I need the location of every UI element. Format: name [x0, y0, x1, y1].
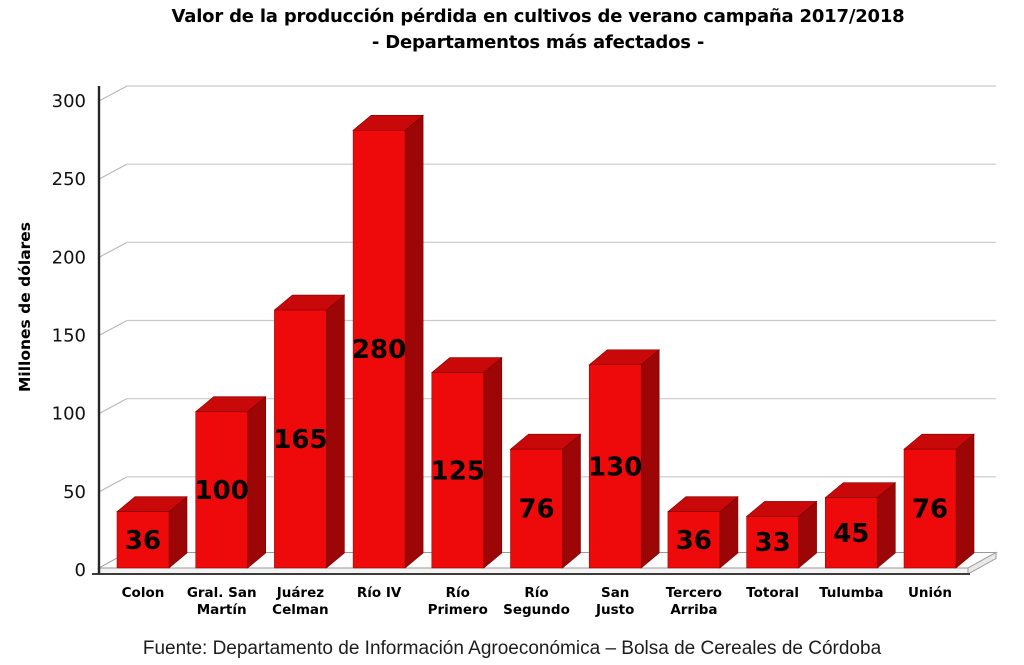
x-category-label: Río — [446, 585, 470, 601]
y-tick-label: 150 — [52, 326, 86, 347]
bar — [510, 448, 563, 569]
source-note: Fuente: Departamento de Información Agro… — [142, 638, 882, 659]
y-tick-mark — [98, 85, 128, 102]
bar-side-face — [326, 294, 345, 569]
chart-title: Valor de la producción pérdida en cultiv… — [171, 6, 905, 27]
bar — [116, 511, 170, 569]
x-category-label: Martín — [197, 602, 247, 618]
bar-side-face — [483, 356, 503, 569]
y-tick-mark — [98, 476, 128, 493]
x-category-label: Celman — [272, 602, 328, 618]
bar-value-label: 130 — [588, 452, 642, 482]
bar — [825, 497, 878, 569]
y-tick-label: 200 — [52, 247, 86, 268]
x-category-label: Arriba — [670, 602, 717, 618]
bar — [431, 372, 485, 569]
x-category-label: San — [601, 585, 629, 601]
chart-subtitle: - Departamentos más afectados - — [371, 32, 705, 53]
x-category-label: Juárez — [276, 585, 325, 601]
bar-value-label: 33 — [755, 528, 791, 558]
x-category-label: Tulumba — [819, 585, 883, 601]
x-category-label: Río IV — [357, 585, 402, 601]
bar-value-label: 36 — [125, 526, 161, 556]
y-tick-mark — [98, 320, 128, 336]
bar — [195, 411, 248, 569]
bar-value-label: 125 — [431, 456, 485, 486]
y-tick-label: 0 — [75, 560, 86, 581]
bar — [903, 448, 957, 569]
y-tick-mark — [98, 398, 128, 415]
bar-side-face — [247, 396, 266, 569]
bar-side-face — [640, 349, 660, 569]
bar-value-label: 45 — [833, 519, 869, 549]
bar — [274, 309, 327, 569]
bar — [352, 130, 406, 569]
chart-title-block: Valor de la producción pérdida en cultiv… — [52, 4, 1024, 56]
bar — [746, 516, 799, 569]
bar-value-label: 165 — [273, 425, 327, 455]
y-tick-label: 100 — [52, 404, 86, 425]
bar-side-face — [562, 433, 581, 569]
bar-value-label: 280 — [352, 335, 406, 365]
x-category-label: Totoral — [746, 585, 799, 601]
y-tick-mark — [98, 163, 128, 180]
bar-value-label: 76 — [518, 495, 554, 525]
bar-value-label: 100 — [195, 476, 249, 506]
x-category-label: Colon — [122, 585, 165, 601]
bar — [667, 511, 721, 569]
x-category-label: Tercero — [666, 585, 722, 601]
x-category-label: Río — [524, 585, 548, 601]
y-tick-label: 50 — [63, 482, 86, 503]
y-tick-mark — [98, 241, 128, 258]
x-category-label: Primero — [428, 602, 488, 618]
bar-value-label: 36 — [676, 526, 712, 556]
y-tick-label: 300 — [52, 91, 86, 112]
x-category-label: Gral. San — [187, 585, 257, 601]
bar-value-label: 76 — [912, 495, 948, 525]
x-category-label: Segundo — [503, 602, 570, 618]
bar-side-face — [404, 114, 424, 569]
bar — [588, 364, 642, 569]
y-tick-label: 250 — [52, 169, 86, 190]
bar-side-face — [955, 433, 975, 569]
x-category-label: Unión — [908, 585, 952, 601]
x-category-label: Justo — [595, 602, 634, 618]
